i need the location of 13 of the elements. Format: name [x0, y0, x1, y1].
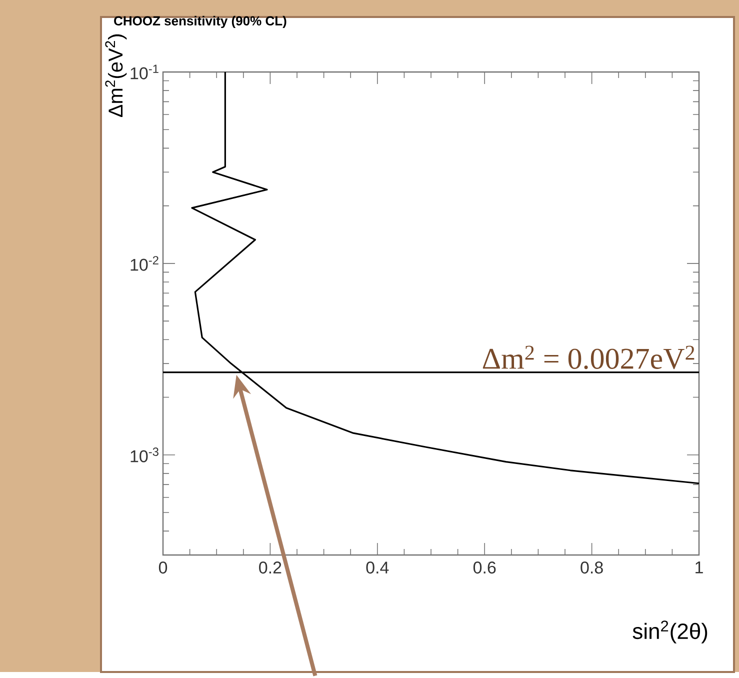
- x-tick-label: 1: [696, 562, 703, 574]
- x-tick-label: 0.8: [580, 562, 603, 574]
- y-tick-label: 10$^{-3}$: [130, 448, 158, 462]
- x-tick-label: 0.4: [366, 562, 389, 574]
- y-axis-title: Δm$^{2}$(eV$^{2}$): [105, 34, 127, 118]
- chart-title: CHOOZ sensitivity (90% CL): [114, 16, 286, 28]
- x-tick-label: 0.6: [473, 562, 496, 574]
- y-tick-label: 10$^{-1}$: [130, 64, 158, 80]
- ref-line-label: Δm$^{2}$ = 0.0027eV$^{2}$: [482, 346, 694, 370]
- y-tick-label: 10$^{-2}$: [130, 256, 158, 271]
- x-tick-label: 0.2: [259, 562, 282, 574]
- x-tick-label: 0: [158, 562, 168, 574]
- x-axis-title: sin$^{2}$(2θ): [632, 620, 708, 644]
